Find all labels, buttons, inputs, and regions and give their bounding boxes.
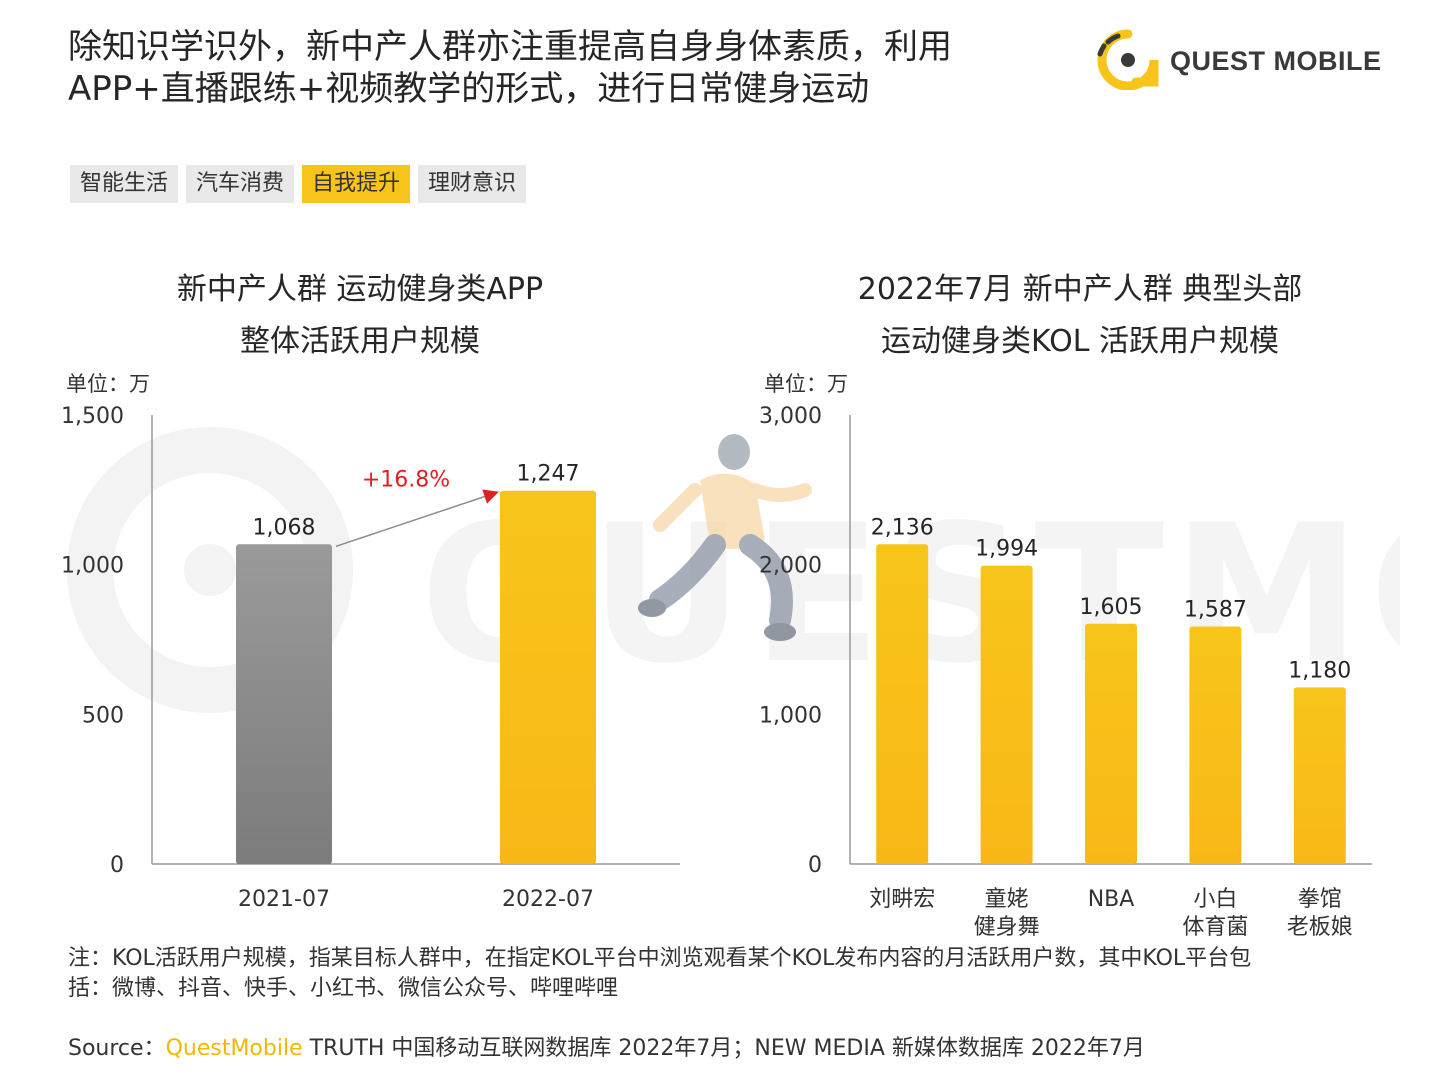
- tab-financial-awareness[interactable]: 理财意识: [418, 165, 527, 203]
- data-label: 1,247: [517, 462, 580, 487]
- data-label: 1,605: [1080, 595, 1143, 620]
- right-chart-title-line-2: 运动健身类KOL 活跃用户规模: [881, 324, 1279, 359]
- source-prefix: Source：: [68, 1036, 166, 1061]
- y-tick-label: 2,000: [759, 554, 822, 579]
- bar: [1189, 626, 1242, 864]
- left-chart-title-line-1: 新中产人群 运动健身类APP: [176, 272, 544, 307]
- tab-car-consumption[interactable]: 汽车消费: [186, 165, 295, 203]
- tab-self-improvement[interactable]: 自我提升: [302, 165, 411, 203]
- bar: [500, 490, 596, 864]
- logo-text: QUEST MOBILE: [1170, 46, 1382, 76]
- x-tick-label: 刘畊宏: [869, 887, 935, 912]
- data-label: 1,180: [1288, 658, 1351, 683]
- left-chart-title: 新中产人群 运动健身类APP 整体活跃用户规模: [100, 264, 620, 368]
- growth-arrow: [335, 489, 499, 548]
- headline-line-2: APP+直播跟练+视频教学的形式，进行日常健身运动: [68, 69, 870, 109]
- x-tick-label: 老板娘: [1287, 915, 1353, 940]
- page-headline: 除知识学识外，新中产人群亦注重提高自身身体素质，利用 APP+直播跟练+视频教学…: [68, 26, 1068, 110]
- y-tick-label: 1,000: [61, 554, 124, 579]
- source-brand: QuestMobile: [165, 1036, 303, 1061]
- tab-smart-life[interactable]: 智能生活: [70, 165, 179, 203]
- bar: [1085, 623, 1137, 864]
- x-tick-label: NBA: [1088, 887, 1135, 912]
- x-tick-label: 2022-07: [502, 887, 594, 912]
- x-tick-label: 小白: [1193, 887, 1237, 912]
- headline-line-1: 除知识学识外，新中产人群亦注重提高自身身体素质，利用: [68, 27, 952, 67]
- y-tick-label: 1,500: [61, 404, 124, 429]
- x-tick-label: 体育菌: [1182, 915, 1248, 940]
- y-tick-label: 1,000: [759, 703, 822, 728]
- footnote: 注：KOL活跃用户规模，指某目标人群中，在指定KOL平台中浏览观看某个KOL发布…: [68, 944, 1368, 1004]
- bar: [236, 544, 332, 864]
- x-tick-label: 拳馆: [1298, 887, 1342, 912]
- y-tick-label: 0: [808, 853, 822, 878]
- y-tick-label: 0: [110, 853, 124, 878]
- bar: [876, 544, 929, 864]
- category-tabs: 智能生活 汽车消费 自我提升 理财意识: [70, 165, 527, 203]
- left-chart-unit: 单位：万: [66, 372, 150, 396]
- footnote-line-1: 注：KOL活跃用户规模，指某目标人群中，在指定KOL平台中浏览观看某个KOL发布…: [68, 946, 1252, 971]
- data-label: 1,994: [975, 537, 1038, 562]
- data-label: 2,136: [871, 515, 934, 540]
- x-tick-label: 2021-07: [238, 887, 330, 912]
- source-rest: TRUTH 中国移动互联网数据库 2022年7月；NEW MEDIA 新媒体数据…: [302, 1036, 1145, 1061]
- right-chart-unit: 单位：万: [764, 372, 848, 396]
- right-chart-title: 2022年7月 新中产人群 典型头部 运动健身类KOL 活跃用户规模: [820, 264, 1340, 368]
- footnote-line-2: 括：微博、抖音、快手、小红书、微信公众号、哔哩哔哩: [68, 976, 619, 1001]
- data-label: 1,068: [253, 515, 316, 540]
- y-tick-label: 500: [82, 703, 124, 728]
- bar: [980, 565, 1033, 864]
- data-label: 1,587: [1184, 597, 1247, 622]
- bar: [1293, 687, 1346, 864]
- x-tick-label: 童姥: [985, 887, 1029, 912]
- growth-annotation: +16.8%: [362, 468, 450, 493]
- right-chart-title-line-1: 2022年7月 新中产人群 典型头部: [857, 272, 1303, 307]
- left-chart-title-line-2: 整体活跃用户规模: [240, 324, 480, 359]
- y-tick-label: 3,000: [759, 404, 822, 429]
- x-tick-label: 健身舞: [974, 915, 1040, 940]
- source-line: Source：QuestMobile TRUTH 中国移动互联网数据库 2022…: [68, 1030, 1145, 1062]
- questmobile-logo-icon: [1097, 29, 1159, 90]
